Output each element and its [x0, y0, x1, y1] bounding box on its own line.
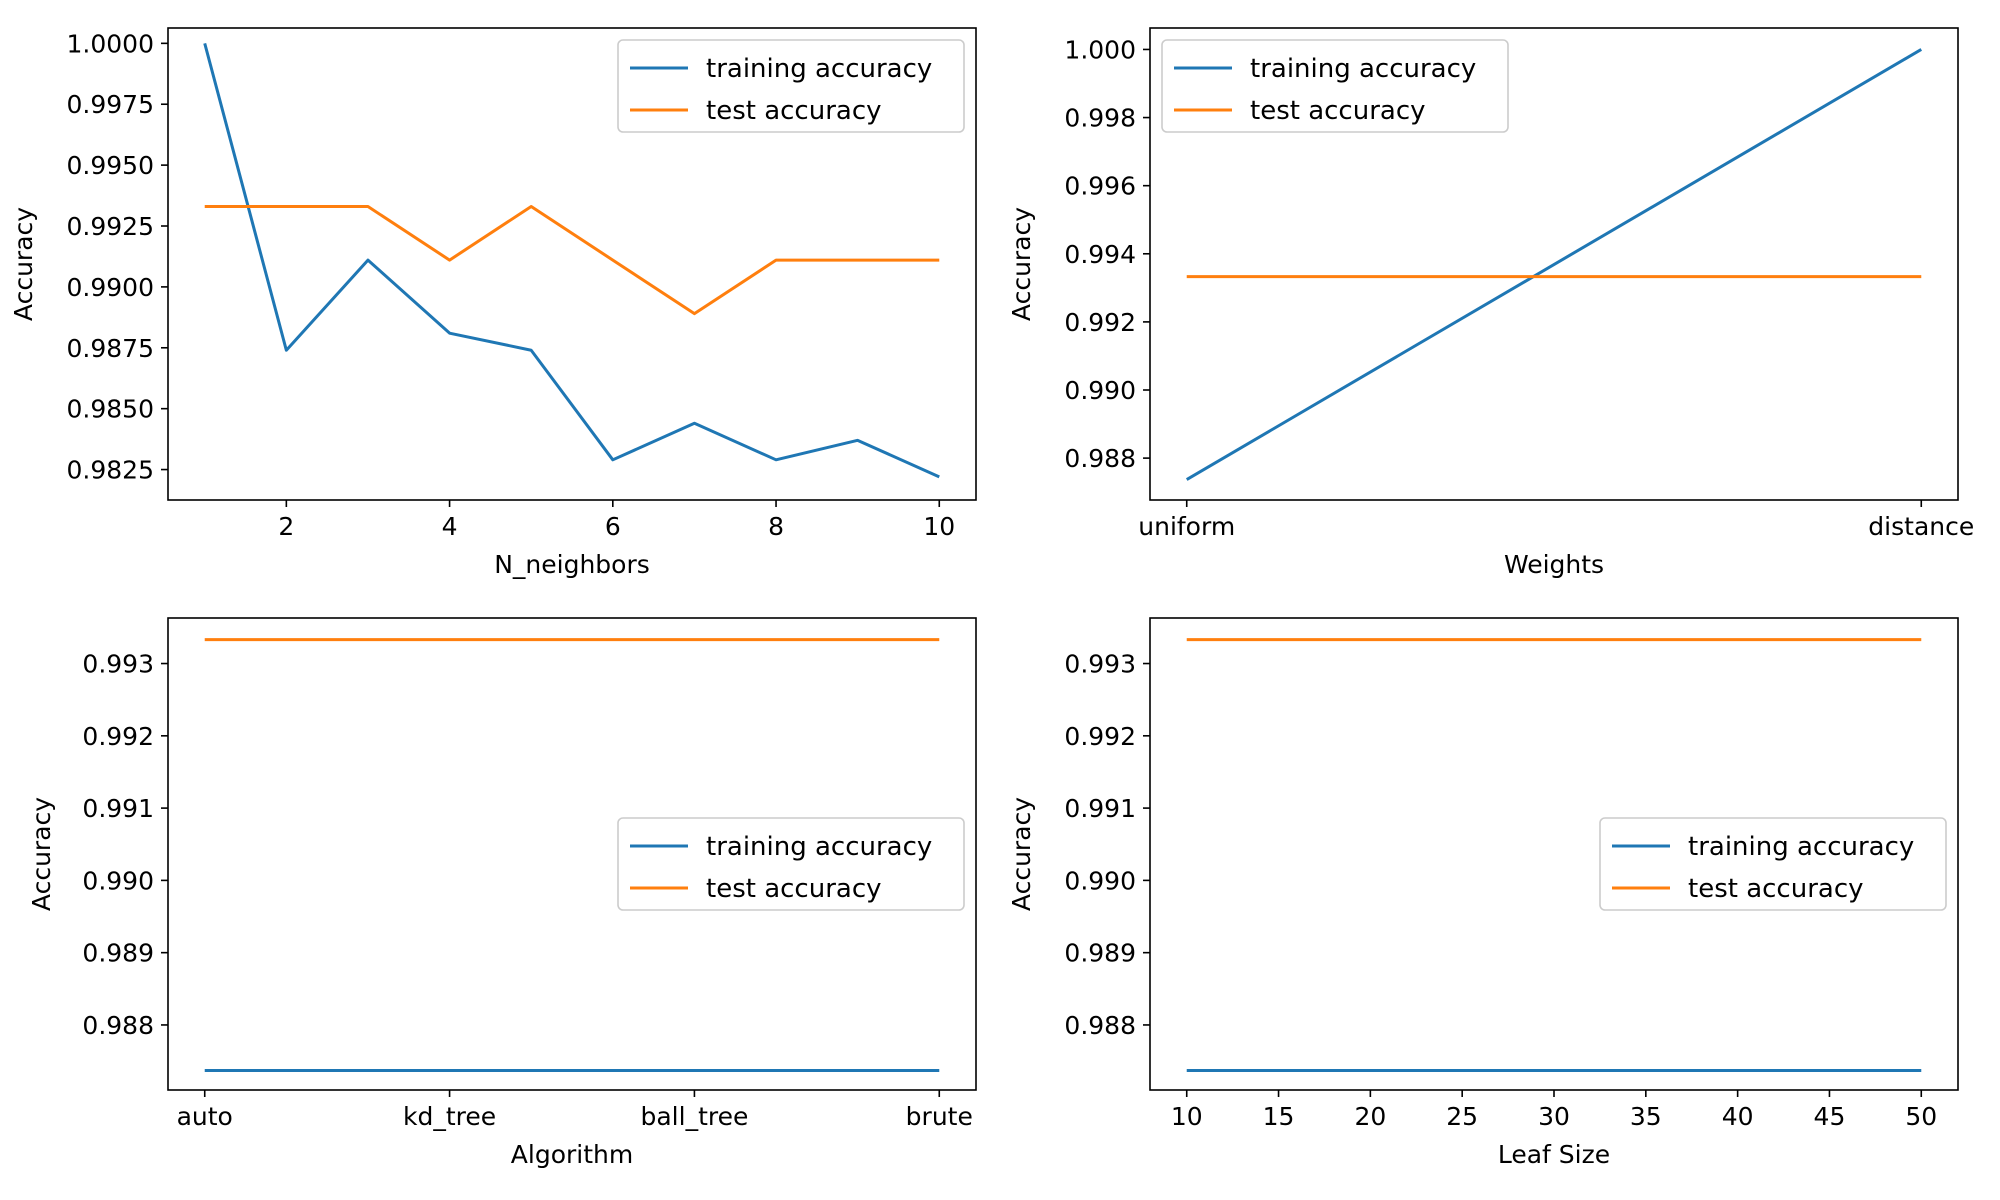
y-axis-label: Accuracy — [1007, 207, 1036, 321]
x-tick-label: brute — [906, 1102, 973, 1131]
y-axis-label: Accuracy — [27, 797, 56, 911]
y-tick-label: 0.998 — [1064, 104, 1136, 133]
x-tick-label: auto — [177, 1102, 233, 1131]
x-tick-label: 45 — [1814, 1102, 1846, 1131]
legend-label: test accuracy — [706, 96, 882, 126]
y-tick-label: 0.9950 — [67, 151, 154, 180]
x-tick-label: ball_tree — [640, 1102, 748, 1131]
y-tick-label: 0.990 — [1064, 866, 1136, 895]
legend-label: test accuracy — [706, 874, 882, 904]
y-tick-label: 0.990 — [82, 866, 154, 895]
x-tick-label: 40 — [1722, 1102, 1754, 1131]
plot-frame — [1149, 27, 1959, 501]
legend-label: test accuracy — [1250, 96, 1426, 126]
y-tick-label: 0.988 — [1064, 1011, 1136, 1040]
y-tick-label: 0.988 — [1064, 444, 1136, 473]
y-tick-label: 0.9975 — [67, 90, 154, 119]
series-line-test — [204, 205, 940, 316]
legend-label: training accuracy — [1688, 832, 1914, 862]
x-tick-label: 4 — [442, 512, 458, 541]
y-tick-label: 0.992 — [82, 722, 154, 751]
y-tick-label: 0.994 — [1064, 240, 1136, 269]
y-tick-label: 0.9875 — [67, 334, 154, 363]
x-axis-label: Leaf Size — [1498, 1140, 1610, 1169]
chart-panel-2: uniform distance 0.988 0.990 0.992 0.994 0.996… — [1007, 27, 1974, 579]
y-tick-label: 0.988 — [82, 1011, 154, 1040]
y-tick-label: 0.989 — [1064, 939, 1136, 968]
y-tick-label: 0.992 — [1064, 308, 1136, 337]
y-tick-label: 0.993 — [82, 650, 154, 679]
x-tick-label: 30 — [1538, 1102, 1570, 1131]
y-tick-label: 0.992 — [1064, 722, 1136, 751]
legend: training accuracy test accuracy — [1161, 39, 1509, 133]
x-tick-label: 25 — [1446, 1102, 1478, 1131]
y-tick-label: 1.0000 — [67, 29, 154, 58]
y-tick-label: 0.9825 — [67, 456, 154, 485]
x-tick-label: 10 — [923, 512, 955, 541]
legend-label: training accuracy — [1250, 54, 1476, 84]
legend: training accuracy test accuracy — [617, 817, 965, 911]
y-tick-label: 1.000 — [1064, 35, 1136, 64]
x-tick-label: 20 — [1354, 1102, 1386, 1131]
x-tick-label: 2 — [278, 512, 294, 541]
series-line-training — [203, 42, 940, 479]
x-axis-label: Algorithm — [511, 1140, 633, 1169]
x-axis-label: N_neighbors — [494, 550, 650, 579]
y-axis-label: Accuracy — [1007, 797, 1036, 911]
series-line-training — [1185, 48, 1923, 481]
y-tick-label: 0.989 — [82, 939, 154, 968]
y-tick-label: 0.996 — [1064, 172, 1136, 201]
legend-label: training accuracy — [706, 54, 932, 84]
y-tick-label: 0.9925 — [67, 212, 154, 241]
legend-box — [617, 817, 965, 911]
plot-frame — [167, 27, 977, 501]
x-tick-label: kd_tree — [403, 1102, 496, 1131]
legend-box — [1599, 817, 1947, 911]
y-axis-label: Accuracy — [9, 207, 38, 321]
x-tick-label: 10 — [1171, 1102, 1203, 1131]
legend: training accuracy test accuracy — [617, 39, 965, 133]
x-tick-label: uniform — [1138, 512, 1235, 541]
legend-label: test accuracy — [1688, 874, 1864, 904]
x-axis-label: Weights — [1504, 550, 1604, 579]
chart-panel-3: auto kd_tree ball_tree brute 0.988 0.989 0.990… — [27, 617, 977, 1169]
plot-frame — [167, 617, 977, 1091]
y-tick-label: 0.990 — [1064, 376, 1136, 405]
x-tick-label: 15 — [1263, 1102, 1295, 1131]
y-tick-label: 0.9900 — [67, 273, 154, 302]
x-tick-label: 8 — [768, 512, 784, 541]
x-tick-label: 50 — [1905, 1102, 1937, 1131]
legend: training accuracy test accuracy — [1599, 817, 1947, 911]
y-tick-label: 0.993 — [1064, 650, 1136, 679]
legend-box — [1161, 39, 1509, 133]
y-tick-label: 0.991 — [1064, 794, 1136, 823]
chart-panel-4: 10 15 20 25 30 35 40 45 50 0.988 0.989 0.990 0.991 0.… — [1007, 617, 1959, 1169]
chart-panel-1: 2 4 6 8 10 0.9825 0.9850 0.9875 0.9900 0.9925 0.99… — [9, 27, 977, 579]
y-tick-label: 0.9850 — [67, 395, 154, 424]
x-tick-label: 6 — [605, 512, 621, 541]
legend-box — [617, 39, 965, 133]
x-tick-label: 35 — [1630, 1102, 1662, 1131]
x-tick-label: distance — [1868, 512, 1974, 541]
legend-label: training accuracy — [706, 832, 932, 862]
y-tick-label: 0.991 — [82, 794, 154, 823]
